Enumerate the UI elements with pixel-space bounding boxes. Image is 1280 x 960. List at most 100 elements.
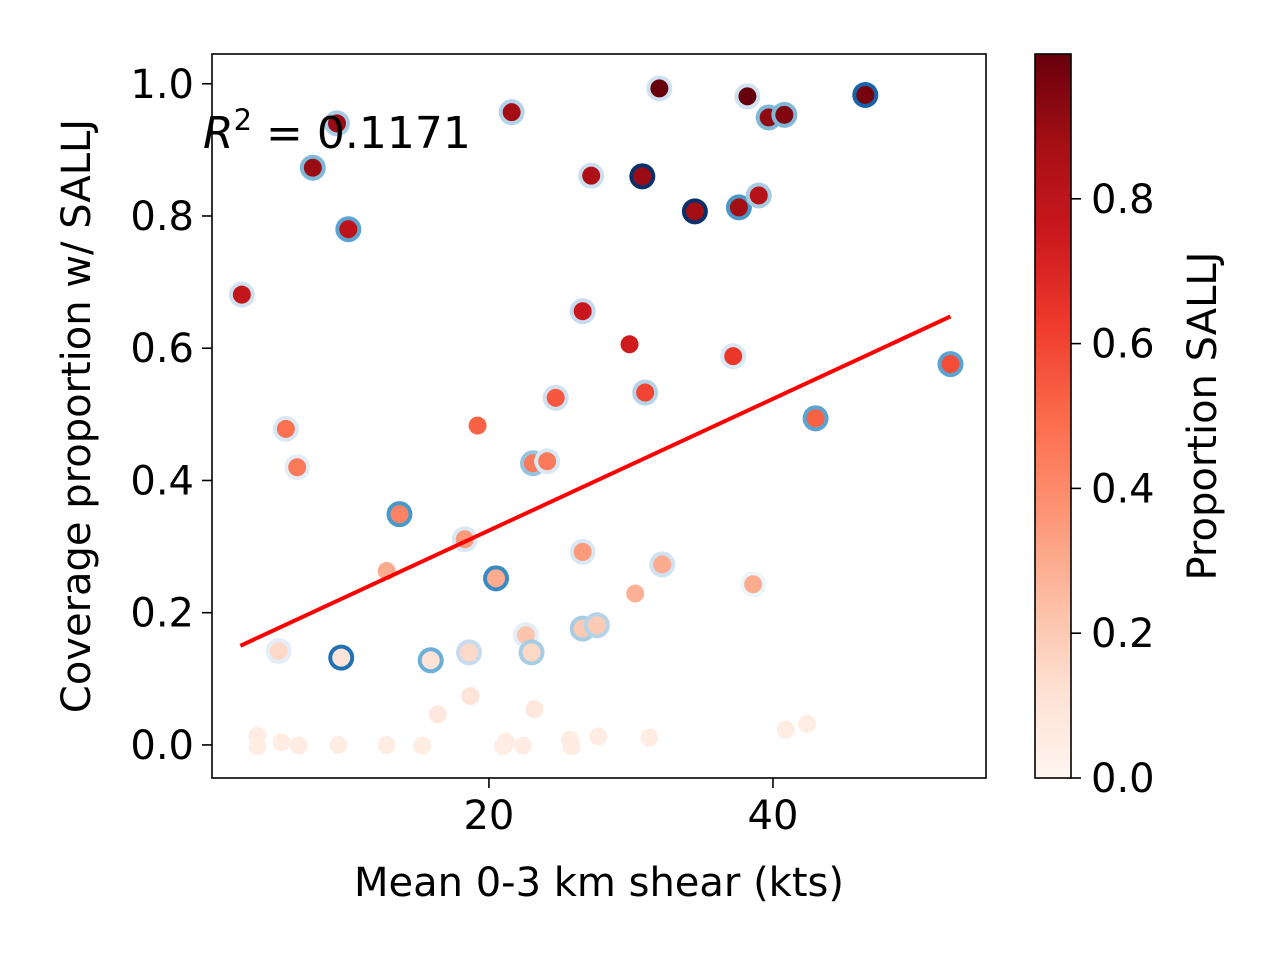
data-point <box>248 737 267 756</box>
y-axis: 0.0 0.2 0.4 0.6 0.8 1.0 <box>130 62 212 769</box>
data-point-marker <box>729 198 748 217</box>
data-point-marker <box>339 220 358 239</box>
data-point-marker <box>573 542 592 561</box>
data-point <box>640 728 659 747</box>
data-point <box>802 405 829 432</box>
data-point <box>569 298 596 325</box>
data-point-marker <box>589 727 608 746</box>
data-point-marker <box>650 79 669 98</box>
x-tick-label: 40 <box>748 793 799 839</box>
data-point-marker <box>428 705 447 724</box>
data-point <box>534 448 561 475</box>
data-point <box>335 216 362 243</box>
colorbar <box>1034 53 1072 779</box>
data-point-marker <box>327 114 346 133</box>
data-point-marker <box>776 720 795 739</box>
data-point-marker <box>620 335 639 354</box>
colorbar-tick-label: 0.0 <box>1091 756 1155 802</box>
x-tick-label: 20 <box>463 793 514 839</box>
data-point <box>646 75 673 102</box>
data-point <box>494 737 513 756</box>
data-point <box>328 644 355 671</box>
data-point <box>461 687 480 706</box>
data-point-marker <box>272 733 291 752</box>
data-point-marker <box>573 302 592 321</box>
data-point <box>413 736 432 755</box>
data-point <box>771 101 798 128</box>
data-point <box>626 584 645 603</box>
data-point-marker <box>941 355 960 374</box>
y-axis-title: Coverage proportion w/ SALLJ <box>54 119 100 713</box>
y-tick-label: 0.2 <box>130 591 194 637</box>
data-point-marker <box>494 737 513 756</box>
y-tick-label: 0.8 <box>130 194 194 240</box>
data-point-marker <box>538 452 557 471</box>
data-point-marker <box>653 555 672 574</box>
data-point <box>542 384 569 411</box>
colorbar-tick-label: 0.4 <box>1091 466 1155 512</box>
colorbar-tick-label: 0.8 <box>1091 177 1155 223</box>
data-point-marker <box>461 687 480 706</box>
data-point <box>525 700 544 719</box>
data-point-marker <box>685 202 704 221</box>
r-squared-annotation: R2 = 0.1171 <box>203 103 471 159</box>
data-point <box>272 733 291 752</box>
data-point <box>740 571 767 598</box>
data-point-marker <box>413 736 432 755</box>
data-point-marker <box>626 584 645 603</box>
data-point <box>583 612 610 639</box>
data-point <box>329 735 348 754</box>
y-tick-label: 1.0 <box>130 62 194 108</box>
x-axis: 20 40 <box>463 778 798 839</box>
data-point <box>620 335 639 354</box>
data-point-marker <box>582 166 601 185</box>
data-point-marker <box>587 616 606 635</box>
data-point-marker <box>636 383 655 402</box>
x-axis-title: Mean 0-3 km shear (kts) <box>354 860 844 906</box>
data-point <box>798 714 817 733</box>
data-point <box>228 281 255 308</box>
data-point-marker <box>329 735 348 754</box>
y-tick-label: 0.4 <box>130 458 194 504</box>
data-point-marker <box>288 458 307 477</box>
data-point <box>377 735 396 754</box>
data-point-marker <box>502 103 521 122</box>
data-point <box>852 81 879 108</box>
data-point-marker <box>633 167 652 186</box>
data-point <box>456 639 483 666</box>
data-point-marker <box>232 285 251 304</box>
data-point <box>562 737 581 756</box>
data-point <box>649 551 676 578</box>
data-point-marker <box>460 643 479 662</box>
data-point <box>578 162 605 189</box>
data-point <box>937 351 964 378</box>
data-point <box>518 639 545 666</box>
regression-line-group <box>239 314 952 648</box>
data-point-marker <box>514 736 533 755</box>
data-point <box>386 501 413 528</box>
data-point-marker <box>744 575 763 594</box>
y-tick-label: 0.0 <box>130 723 194 769</box>
data-point <box>725 194 752 221</box>
data-point <box>498 99 525 126</box>
data-point-marker <box>487 569 506 588</box>
data-point-marker <box>724 347 743 366</box>
data-point-marker <box>468 416 487 435</box>
data-point-marker <box>421 651 440 670</box>
data-point-marker <box>289 736 308 755</box>
colorbar-axis: 0.0 0.2 0.4 0.6 0.8 <box>1071 177 1155 802</box>
data-point <box>299 154 326 181</box>
data-point <box>323 110 350 137</box>
data-point-marker <box>562 737 581 756</box>
data-point <box>720 343 747 370</box>
plot-frame <box>211 53 987 779</box>
data-point <box>776 720 795 739</box>
scatter-points <box>228 75 964 756</box>
data-point-marker <box>749 186 768 205</box>
data-point-marker <box>377 735 396 754</box>
data-point-marker <box>806 409 825 428</box>
data-point-marker <box>522 643 541 662</box>
data-point-marker <box>640 728 659 747</box>
data-point-marker <box>303 158 322 177</box>
